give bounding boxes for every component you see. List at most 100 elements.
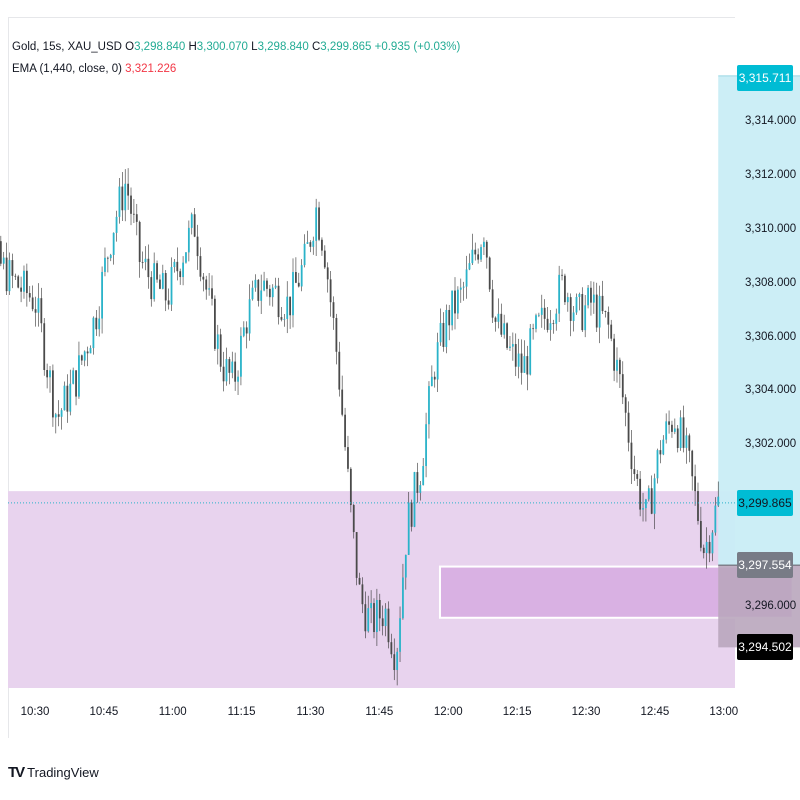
- candle-body: [28, 293, 31, 298]
- candle-body: [520, 353, 523, 373]
- candle-body: [43, 323, 46, 370]
- candle-body: [240, 335, 242, 377]
- candle-body: [532, 328, 535, 330]
- candle-body: [75, 370, 77, 397]
- candle-body: [89, 348, 92, 354]
- candle-body: [526, 356, 529, 375]
- candle-body: [187, 227, 190, 253]
- candle-body: [185, 252, 187, 263]
- candle-body: [610, 324, 613, 339]
- candle-body: [40, 298, 43, 324]
- candle-body: [46, 369, 49, 378]
- candle-body: [69, 383, 72, 412]
- candle-body: [219, 334, 222, 367]
- candle-body: [292, 272, 294, 316]
- price-tick-label: 3,302.000: [745, 438, 797, 451]
- candle-body: [237, 376, 239, 382]
- candle-body: [370, 603, 373, 609]
- candle-body: [130, 195, 132, 214]
- candle-body: [448, 309, 451, 326]
- open-label: O: [125, 41, 135, 53]
- candle-body: [234, 361, 237, 382]
- candle-body: [364, 604, 367, 632]
- candle-body: [549, 323, 552, 330]
- candle-body: [410, 502, 413, 527]
- candle-body: [303, 243, 306, 266]
- candle-body: [546, 318, 549, 330]
- candle-body: [514, 344, 517, 367]
- candle-body: [20, 287, 22, 292]
- candle-body: [564, 275, 566, 303]
- candle-body: [630, 442, 633, 470]
- candle-body: [341, 389, 344, 415]
- candle-body: [584, 305, 587, 331]
- price-tick-label: 3,306.000: [745, 330, 797, 343]
- candle-body: [127, 183, 130, 196]
- candle-body: [277, 285, 280, 318]
- brand-name: TradingView: [27, 765, 99, 780]
- price-tick-label: 3,308.000: [745, 276, 797, 289]
- candle-body: [642, 508, 644, 510]
- candle-body: [656, 450, 659, 479]
- candle-body: [23, 270, 25, 292]
- candle-body: [231, 361, 234, 373]
- candle-body: [251, 287, 254, 300]
- ohlc-row[interactable]: Gold, 15s, XAU_USD O3,298.840 H3,300.070…: [12, 36, 460, 58]
- candle-body: [321, 239, 323, 251]
- candle-body: [604, 311, 607, 312]
- close-label: C: [311, 41, 321, 53]
- tradingview-logo-icon: TV: [8, 764, 25, 781]
- candle-body: [662, 439, 665, 455]
- time-axis[interactable]: 10:30 10:45 11:00 11:15 11:30 11:45 12:00 12:15…: [0, 700, 740, 730]
- candle-body: [673, 428, 676, 432]
- candle-body: [280, 317, 283, 320]
- candle-body: [671, 424, 673, 432]
- candle-body: [268, 288, 271, 298]
- candle-body: [456, 289, 459, 314]
- candle-body: [106, 257, 109, 259]
- candle-body: [214, 298, 216, 349]
- candle-body: [399, 618, 401, 652]
- candle-body: [352, 505, 355, 533]
- change-value: +0.935 (+0.03%): [374, 41, 461, 53]
- candle-body: [384, 608, 387, 627]
- candle-body: [428, 386, 430, 425]
- candle-body: [381, 618, 384, 627]
- current-price-tag: 3,299.865: [737, 489, 793, 516]
- tradingview-brand[interactable]: TV TradingView: [8, 764, 99, 781]
- candle-body: [494, 317, 497, 322]
- candle-body: [454, 290, 456, 314]
- candle-body: [274, 285, 277, 288]
- candle-body: [416, 472, 419, 493]
- candle-body: [5, 257, 8, 292]
- candle-body: [537, 314, 540, 316]
- candle-body: [14, 275, 17, 277]
- candle-body: [676, 428, 679, 449]
- candle-body: [581, 294, 584, 331]
- candle-body: [688, 435, 691, 451]
- candle-body: [474, 249, 477, 255]
- candle-body: [208, 288, 211, 290]
- candle-body: [257, 279, 260, 301]
- candle-body: [150, 277, 153, 300]
- stop-zone: [718, 565, 800, 648]
- candle-body: [124, 183, 127, 211]
- candle-body: [332, 302, 335, 318]
- candle-body: [697, 491, 699, 522]
- candle-body: [297, 282, 300, 287]
- candle-body: [72, 370, 75, 384]
- candle-body: [25, 270, 28, 294]
- ema-row[interactable]: EMA (1,440, close, 0) 3,321.226: [12, 58, 460, 80]
- candle-body: [393, 654, 396, 671]
- candle-body: [8, 260, 11, 292]
- candle-body: [714, 505, 717, 533]
- time-tick-label: 10:45: [89, 706, 119, 718]
- candle-body: [572, 312, 575, 321]
- candle-body: [705, 541, 708, 554]
- candle-body: [312, 240, 315, 247]
- candle-body: [569, 297, 572, 321]
- candle-body: [535, 315, 537, 329]
- candle-body: [57, 414, 60, 417]
- candle-body: [66, 385, 69, 412]
